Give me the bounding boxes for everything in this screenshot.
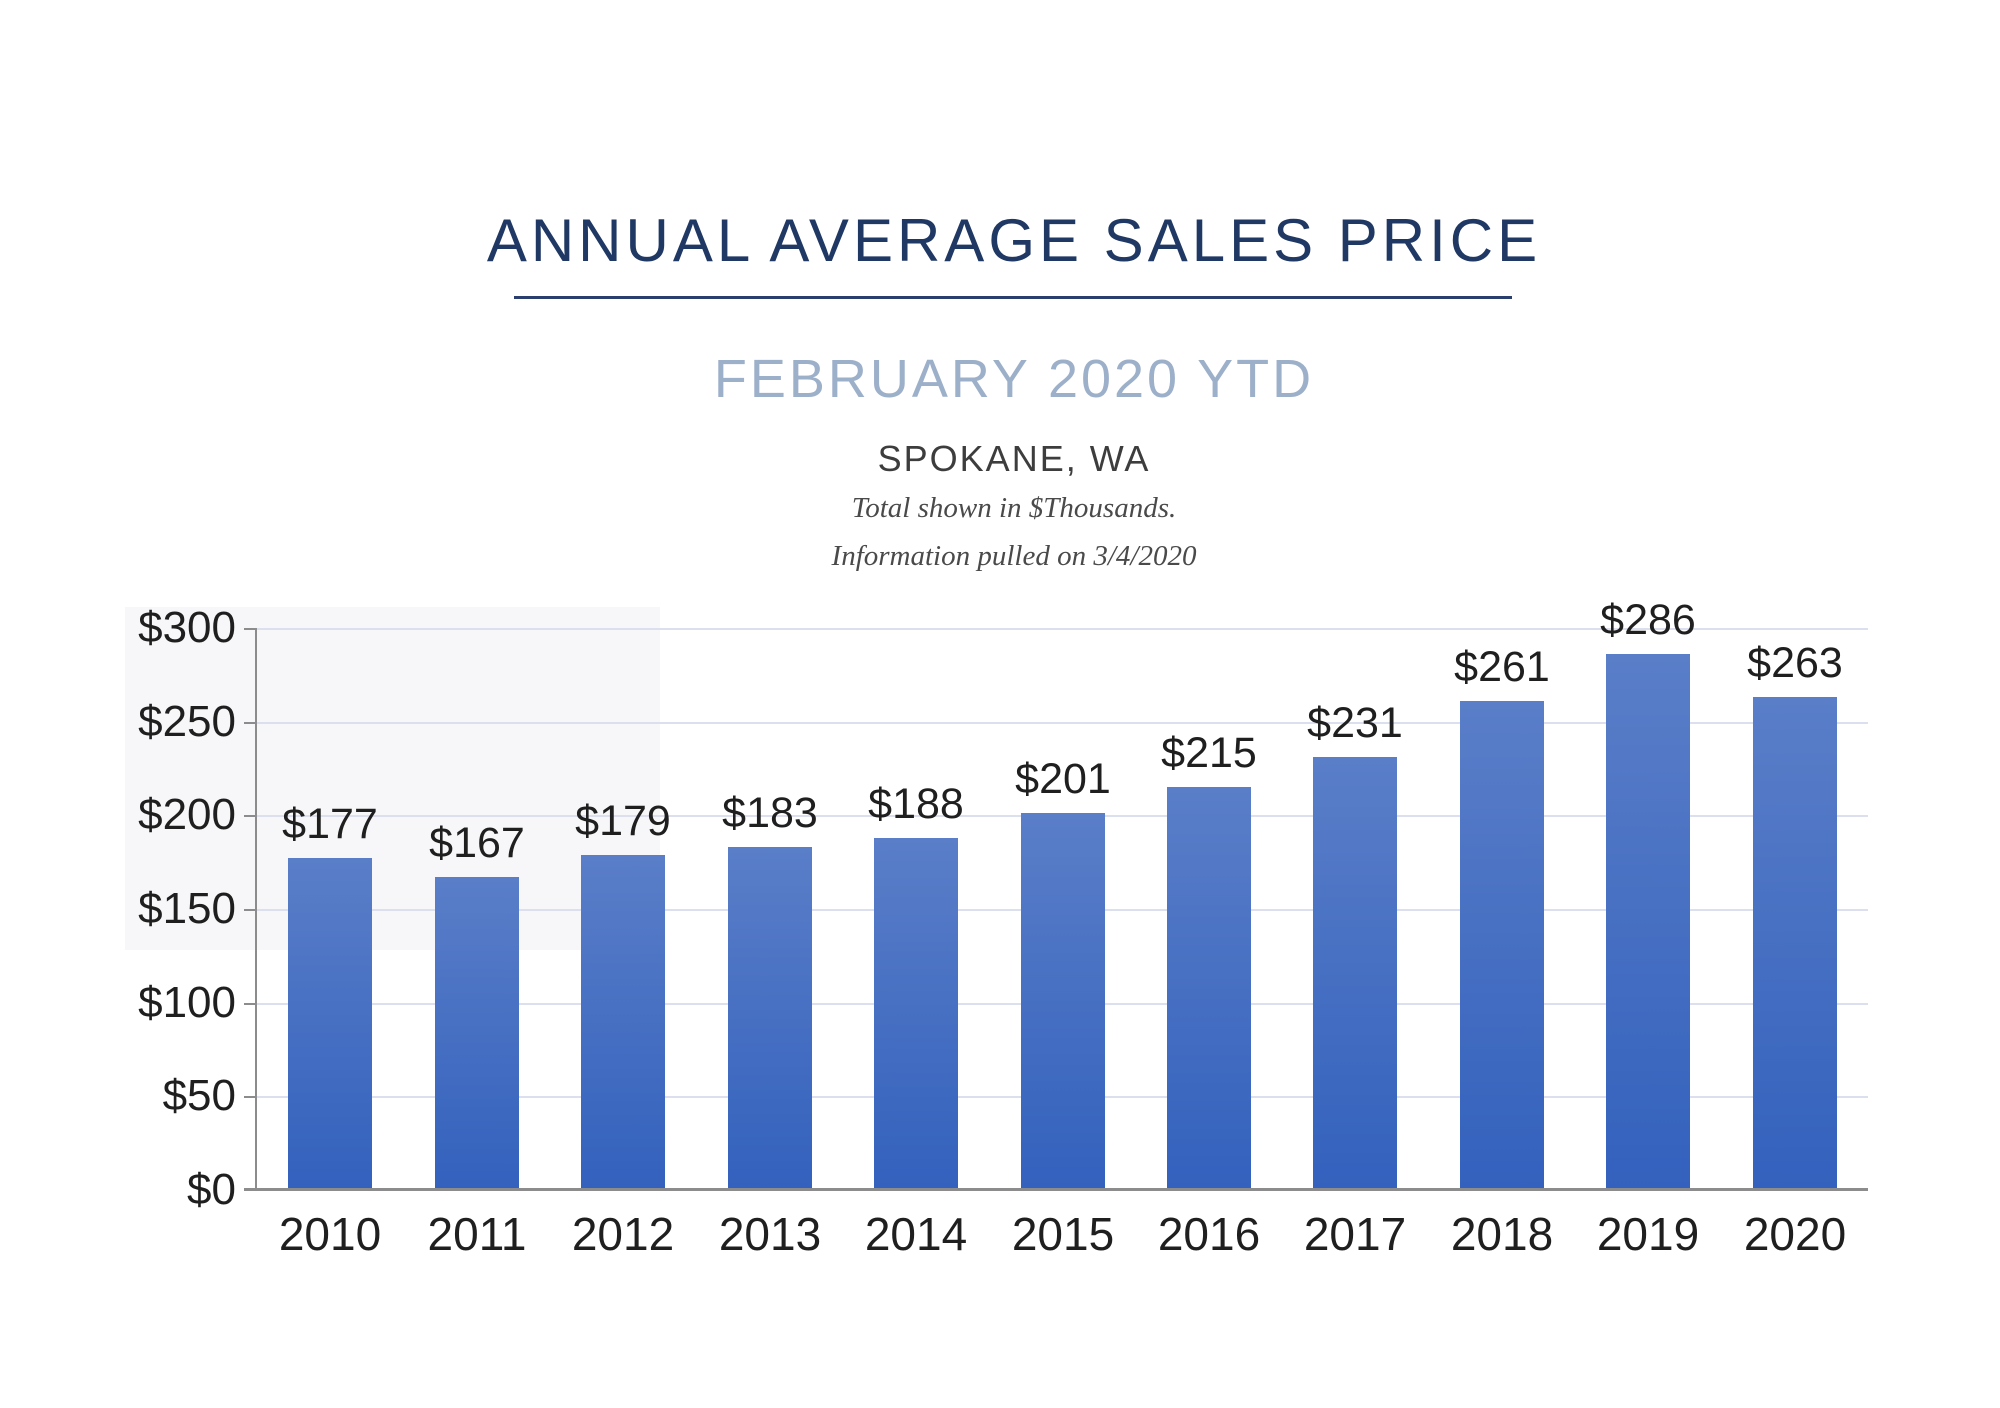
- y-axis-label: $300: [138, 603, 236, 652]
- bar-2014: [874, 838, 958, 1189]
- x-axis-label: 2014: [864, 1208, 968, 1260]
- y-axis-label: $50: [162, 1071, 236, 1120]
- page-title: ANNUAL AVERAGE SALES PRICE: [486, 207, 1542, 274]
- x-axis-label: 2013: [718, 1208, 822, 1260]
- bar-2016: [1167, 787, 1251, 1189]
- bar-value-label: $286: [1600, 596, 1696, 644]
- bar-value-label: $167: [429, 819, 525, 867]
- x-axis-label: 2012: [571, 1208, 675, 1260]
- y-axis-tick: [244, 628, 257, 630]
- title-underline-rule: [514, 296, 1512, 299]
- x-axis-label: 2011: [427, 1208, 527, 1260]
- chart-location: SPOKANE, WA: [877, 438, 1151, 479]
- bar-2011: [435, 877, 519, 1189]
- y-axis-tick: [244, 1096, 257, 1098]
- plot-background-panel: [125, 607, 660, 950]
- y-axis-label: $200: [138, 790, 236, 839]
- y-axis-tick: [244, 722, 257, 724]
- bar-value-label: $188: [868, 780, 964, 828]
- bar-value-label: $215: [1161, 729, 1257, 777]
- bar-2017: [1313, 757, 1397, 1189]
- x-axis-label: 2019: [1596, 1208, 1700, 1260]
- x-axis-label: 2016: [1157, 1208, 1261, 1260]
- gridline: [257, 722, 1868, 724]
- x-axis-label: 2020: [1743, 1208, 1847, 1260]
- x-axis-label: 2015: [1011, 1208, 1115, 1260]
- bar-value-label: $183: [722, 789, 818, 837]
- bar-2018: [1460, 701, 1544, 1189]
- bar-value-label: $231: [1307, 699, 1403, 747]
- x-axis-line: [244, 1188, 1868, 1191]
- bar-value-label: $261: [1454, 643, 1550, 691]
- x-axis-label: 2018: [1450, 1208, 1554, 1260]
- bar-2015: [1021, 813, 1105, 1189]
- x-axis-label: 2010: [278, 1208, 382, 1260]
- bar-2020: [1753, 697, 1837, 1189]
- y-axis-tick: [244, 1003, 257, 1005]
- pulled-date-note: Information pulled on 3/4/2020: [831, 540, 1197, 572]
- bar-2012: [581, 855, 665, 1189]
- y-axis-label: $0: [187, 1165, 236, 1214]
- bar-value-label: $179: [575, 797, 671, 845]
- x-axis-label: 2017: [1303, 1208, 1407, 1260]
- y-axis-tick: [244, 909, 257, 911]
- y-axis-label: $100: [138, 978, 236, 1027]
- y-axis-tick: [244, 815, 257, 817]
- chart-subtitle: FEBRUARY 2020 YTD: [713, 349, 1315, 409]
- bar-value-label: $201: [1015, 755, 1111, 803]
- y-axis-label: $150: [138, 884, 236, 933]
- bar-2010: [288, 858, 372, 1189]
- y-axis-line: [255, 628, 257, 1191]
- bar-value-label: $263: [1747, 639, 1843, 687]
- bar-value-label: $177: [282, 800, 378, 848]
- y-axis-label: $250: [138, 697, 236, 746]
- bar-2013: [728, 847, 812, 1189]
- units-note: Total shown in $Thousands.: [851, 492, 1177, 524]
- bar-2019: [1606, 654, 1690, 1189]
- gridline: [257, 628, 1868, 630]
